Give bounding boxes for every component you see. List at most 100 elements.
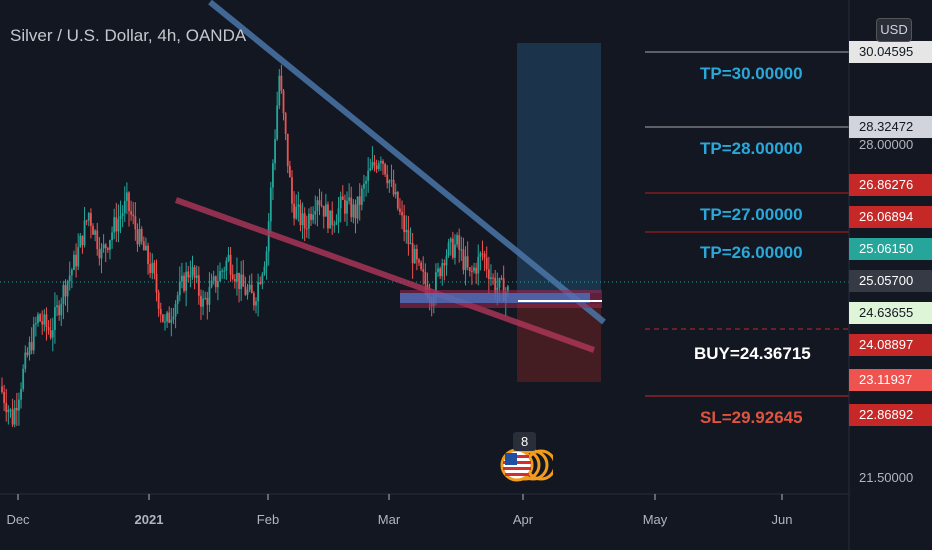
tp-label-30: TP=30.00000 bbox=[700, 64, 803, 83]
candle-body bbox=[149, 264, 152, 273]
candle-body bbox=[20, 388, 22, 400]
candle-body bbox=[181, 275, 183, 282]
candle-body bbox=[147, 245, 149, 265]
candle-body bbox=[98, 249, 101, 259]
candle-body bbox=[221, 270, 224, 272]
candle-body bbox=[200, 295, 202, 307]
candle-body bbox=[352, 204, 355, 218]
candle-body bbox=[382, 160, 384, 164]
candle-body bbox=[117, 218, 120, 232]
candle-body bbox=[479, 253, 482, 257]
candle-body bbox=[462, 249, 465, 270]
candle-body bbox=[314, 211, 317, 215]
candle-body bbox=[263, 266, 266, 275]
price-axis-label-28: 28.00000 bbox=[859, 137, 914, 152]
candle-body bbox=[113, 217, 116, 233]
candle-body bbox=[337, 208, 340, 223]
candle-body bbox=[15, 407, 18, 411]
candle-body bbox=[109, 240, 111, 250]
candle-body bbox=[403, 215, 406, 233]
event-count-badge[interactable]: 8 bbox=[513, 432, 537, 451]
x-label-apr: Apr bbox=[512, 512, 534, 527]
candle-body bbox=[125, 192, 128, 201]
candle-body bbox=[68, 275, 71, 282]
candle-body bbox=[85, 220, 88, 222]
candle-body bbox=[327, 204, 329, 229]
candle-body bbox=[208, 286, 211, 305]
candle-body bbox=[407, 229, 410, 245]
candle-body bbox=[244, 286, 247, 295]
candle-body bbox=[34, 323, 37, 325]
candle-body bbox=[62, 285, 65, 304]
candle-body bbox=[373, 162, 376, 166]
candle-body bbox=[458, 235, 461, 250]
chart-title: Silver / U.S. Dollar, 4h, OANDA bbox=[10, 26, 247, 45]
candle-body bbox=[238, 272, 240, 289]
candle-body bbox=[259, 282, 262, 284]
candle-body bbox=[191, 267, 194, 276]
candle-body bbox=[28, 342, 31, 355]
stop-zone bbox=[517, 304, 601, 382]
candle-body bbox=[329, 210, 331, 229]
candle-body bbox=[123, 200, 126, 214]
support-trendline[interactable] bbox=[174, 197, 596, 353]
candle-body bbox=[79, 235, 82, 248]
candle-body bbox=[371, 162, 374, 169]
candle-body bbox=[202, 298, 204, 307]
candle-body bbox=[261, 274, 264, 284]
candle-body bbox=[301, 213, 304, 226]
candle-body bbox=[312, 214, 315, 220]
candle-body bbox=[111, 232, 113, 241]
candle-body bbox=[405, 229, 408, 233]
candle-body bbox=[477, 256, 480, 274]
buy-label: BUY=24.36715 bbox=[694, 344, 811, 363]
price-tag-24-64: 24.63655 bbox=[849, 302, 932, 324]
candle-body bbox=[32, 324, 35, 351]
candle-body bbox=[454, 244, 456, 258]
candle-body bbox=[348, 197, 351, 201]
candle-body bbox=[255, 301, 257, 306]
candle-body bbox=[219, 271, 221, 282]
candle-body bbox=[13, 407, 16, 425]
candle-body bbox=[331, 210, 334, 226]
candle-body bbox=[464, 256, 467, 270]
candle-body bbox=[5, 402, 8, 413]
resistance-trendline[interactable] bbox=[208, 0, 606, 325]
candle-body bbox=[384, 163, 387, 175]
candle-body bbox=[377, 163, 380, 170]
candle-body bbox=[346, 200, 348, 214]
candle-body bbox=[322, 206, 325, 217]
candle-body bbox=[265, 251, 268, 267]
us-flag-event-icon[interactable] bbox=[497, 433, 553, 483]
candle-body bbox=[73, 254, 75, 270]
candle-body bbox=[252, 293, 255, 306]
price-axis-label-21-5: 21.50000 bbox=[859, 470, 914, 485]
candle-body bbox=[58, 305, 61, 316]
candle-body bbox=[333, 224, 336, 226]
candle-body bbox=[460, 249, 463, 251]
candle-body bbox=[286, 133, 289, 166]
candle-body bbox=[217, 281, 219, 288]
candle-body bbox=[367, 170, 370, 181]
candle-body bbox=[51, 330, 54, 338]
candle-body bbox=[90, 213, 92, 226]
candle-body bbox=[490, 277, 492, 280]
entry-box-blue[interactable] bbox=[400, 293, 590, 303]
candle-body bbox=[145, 245, 147, 251]
candle-body bbox=[185, 271, 188, 291]
candle-body bbox=[291, 177, 293, 204]
candle-body bbox=[396, 191, 399, 209]
candle-body bbox=[390, 179, 393, 181]
candle-body bbox=[401, 211, 403, 216]
currency-button[interactable]: USD bbox=[876, 18, 912, 42]
price-tag-26-86: 26.86276 bbox=[849, 174, 932, 196]
candle-body bbox=[121, 213, 124, 217]
candle-body bbox=[7, 409, 10, 413]
candle-body bbox=[468, 267, 471, 271]
candle-body bbox=[246, 289, 249, 295]
candle-body bbox=[297, 204, 300, 207]
candle-body bbox=[483, 253, 486, 258]
candles bbox=[1, 64, 509, 428]
